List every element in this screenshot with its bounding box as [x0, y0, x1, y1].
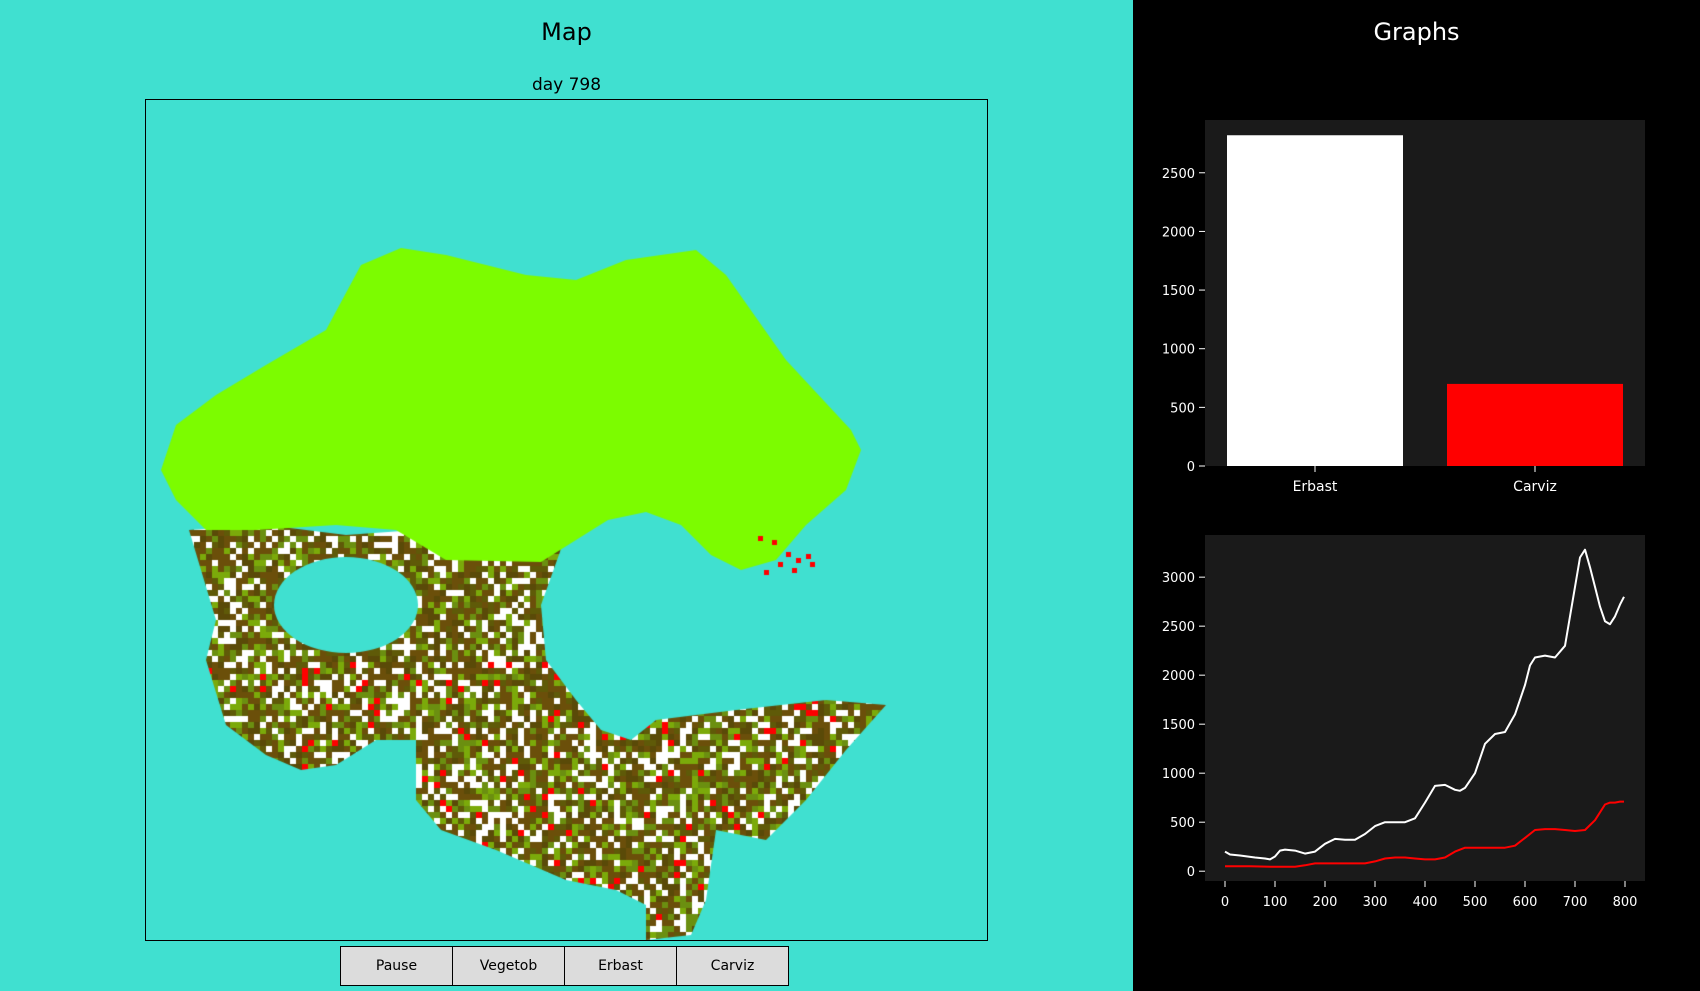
population-bar-chart: 0 500 1000 1500 2000 2500 Erbast Carviz: [1162, 120, 1645, 495]
line-chart-xtick-label: 700: [1563, 895, 1588, 910]
bar-chart-ytick-label: 0: [1187, 460, 1195, 475]
line-chart-ytick-label: 1500: [1162, 718, 1195, 733]
bar-chart-ytick-label: 2500: [1162, 167, 1195, 182]
bar-erbast: [1227, 135, 1403, 467]
vegetob-button[interactable]: Vegetob: [452, 946, 565, 986]
bar-chart-ytick-label: 1000: [1162, 343, 1195, 358]
population-line-1: [1225, 800, 1624, 868]
bar-chart-ytick-label: 2000: [1162, 225, 1195, 240]
line-chart-xtick-label: 100: [1263, 895, 1288, 910]
pause-button[interactable]: Pause: [340, 946, 453, 986]
line-chart-ytick-label: 2000: [1162, 669, 1195, 684]
graphs-title: Graphs: [1373, 18, 1460, 46]
line-chart-xtick-label: 800: [1613, 895, 1638, 910]
bar-label-erbast: Erbast: [1293, 479, 1338, 495]
line-chart-xtick-label: 0: [1221, 895, 1229, 910]
line-chart-ytick-label: 0: [1187, 865, 1195, 880]
population-line-chart: 0 500 1000 1500 2000 2500 3000 0 100 200 300 400 500…: [1162, 535, 1645, 910]
line-chart-ytick-label: 3000: [1162, 571, 1195, 586]
carviz-button[interactable]: Carviz: [676, 946, 789, 986]
bar-carviz: [1447, 383, 1623, 466]
map-panel: Map day 798 Pause Vegetob Erbast Carviz: [145, 18, 988, 986]
day-counter: day 798: [531, 75, 602, 95]
simulation-map[interactable]: [145, 99, 988, 941]
line-chart-ytick-label: 1000: [1162, 767, 1195, 782]
line-chart-xtick-label: 400: [1413, 895, 1438, 910]
line-chart-ytick-label: 2500: [1162, 620, 1195, 635]
line-chart-xtick-label: 200: [1313, 895, 1338, 910]
bar-label-carviz: Carviz: [1513, 479, 1557, 495]
bar-chart-ytick-label: 1500: [1162, 284, 1195, 299]
erbast-button[interactable]: Erbast: [564, 946, 677, 986]
map-title: Map: [541, 18, 592, 46]
line-chart-xtick-label: 600: [1513, 895, 1538, 910]
map-grid-canvas[interactable]: [146, 100, 987, 940]
control-buttons: Pause Vegetob Erbast Carviz: [340, 946, 789, 986]
population-line-0: [1224, 548, 1625, 861]
graphs-panel: Graphs 0 500 1000 1500 2000 2500 Erbast Carviz …: [1133, 0, 1700, 991]
line-chart-xtick-label: 500: [1463, 895, 1488, 910]
line-chart-ytick-label: 500: [1170, 816, 1195, 831]
line-plot-area: [1205, 535, 1645, 881]
line-chart-xtick-label: 300: [1363, 895, 1388, 910]
bar-chart-ytick-label: 500: [1170, 401, 1195, 416]
